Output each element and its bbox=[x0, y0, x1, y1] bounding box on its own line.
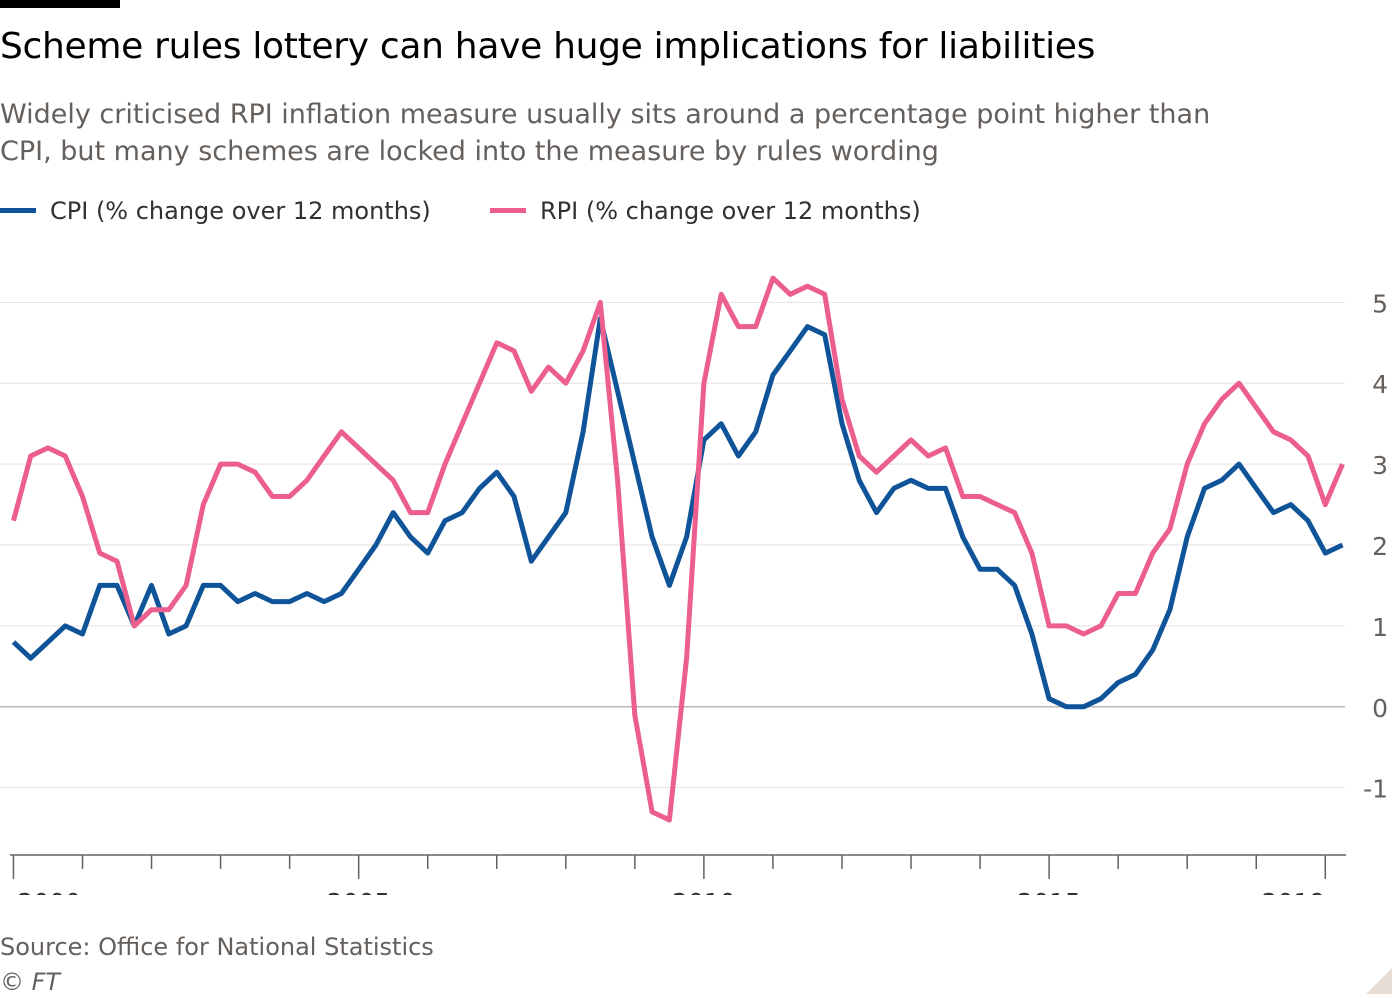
x-axis: 2000 2005 2010 2015 2019 bbox=[10, 854, 1346, 895]
legend-item-rpi: RPI (% change over 12 months) bbox=[490, 197, 921, 225]
x-tick-label: 2019 bbox=[1262, 888, 1326, 895]
y-tick-label: 0 bbox=[1372, 694, 1388, 723]
y-axis-labels: 5 4 3 2 1 0 ‑1 bbox=[1363, 289, 1388, 803]
legend-swatch-rpi bbox=[490, 207, 526, 213]
corner-decoration bbox=[1366, 968, 1392, 994]
chart-title: Scheme rules lottery can have huge impli… bbox=[0, 26, 1096, 67]
copyright-note: © FT bbox=[0, 968, 61, 996]
y-tick-label: ‑1 bbox=[1363, 775, 1388, 804]
series-lines bbox=[11, 275, 1345, 823]
y-tick-label: 3 bbox=[1372, 451, 1388, 480]
x-tick-label: 2010 bbox=[672, 888, 736, 895]
y-tick-label: 4 bbox=[1372, 370, 1388, 399]
legend-item-cpi: CPI (% change over 12 months) bbox=[0, 197, 431, 225]
y-tick-label: 1 bbox=[1372, 613, 1388, 642]
chart-subtitle: Widely criticised RPI inflation measure … bbox=[0, 99, 1211, 167]
legend-label-rpi: RPI (% change over 12 months) bbox=[540, 197, 921, 225]
x-tick-label: 2000 bbox=[17, 888, 81, 895]
x-tick-label: 2005 bbox=[327, 888, 391, 895]
legend-swatch-cpi bbox=[0, 207, 36, 213]
x-tick-label: 2015 bbox=[1017, 888, 1081, 895]
y-tick-label: 5 bbox=[1372, 289, 1388, 318]
rpi-series-line bbox=[11, 275, 1345, 823]
line-chart: 5 4 3 2 1 0 ‑1 2000 2005 2010 2015 2019 bbox=[0, 275, 1388, 895]
y-tick-label: 2 bbox=[1372, 532, 1388, 561]
gridlines bbox=[0, 301, 1345, 789]
top-rule bbox=[0, 0, 120, 8]
source-note: Source: Office for National Statistics bbox=[0, 933, 434, 961]
legend-label-cpi: CPI (% change over 12 months) bbox=[50, 197, 431, 225]
cpi-series-line bbox=[11, 316, 1344, 710]
